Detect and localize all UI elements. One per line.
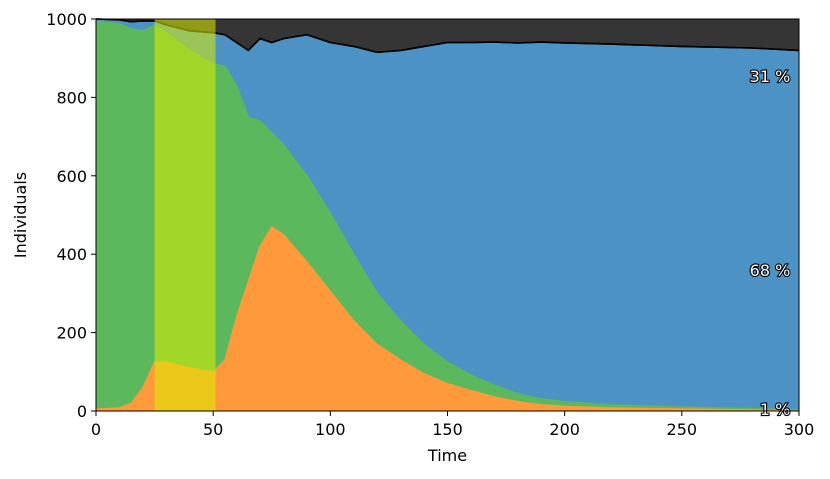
y-axis: 0 200 400 600 800 1000 — [46, 10, 96, 421]
x-tick-label: 150 — [432, 420, 463, 439]
percentage-annotation: 68 % — [750, 261, 791, 280]
x-tick-label: 200 — [549, 420, 580, 439]
highlighted-interval — [154, 19, 216, 411]
x-tick-label: 0 — [91, 420, 101, 439]
y-tick-label: 0 — [77, 402, 87, 421]
x-axis-label: Time — [427, 446, 467, 465]
y-axis-label: Individuals — [11, 172, 30, 258]
y-tick-label: 600 — [56, 167, 87, 186]
x-tick-label: 300 — [784, 420, 815, 439]
y-tick-label: 800 — [56, 88, 87, 107]
annotation-layer: 31 % 68 % 1 % — [749, 66, 792, 420]
area-R — [96, 19, 799, 410]
x-tick-label: 250 — [667, 420, 698, 439]
percentage-annotation: 31 % — [750, 67, 791, 86]
y-tick-label: 1000 — [46, 10, 87, 29]
x-axis: 0 50 100 150 200 250 300 — [91, 411, 814, 439]
percentage-annotation: 1 % — [760, 400, 790, 419]
x-tick-label: 100 — [315, 420, 346, 439]
x-tick-label: 50 — [203, 420, 223, 439]
area-I — [96, 226, 799, 411]
y-tick-label: 400 — [56, 245, 87, 264]
y-tick-label: 200 — [56, 324, 87, 343]
